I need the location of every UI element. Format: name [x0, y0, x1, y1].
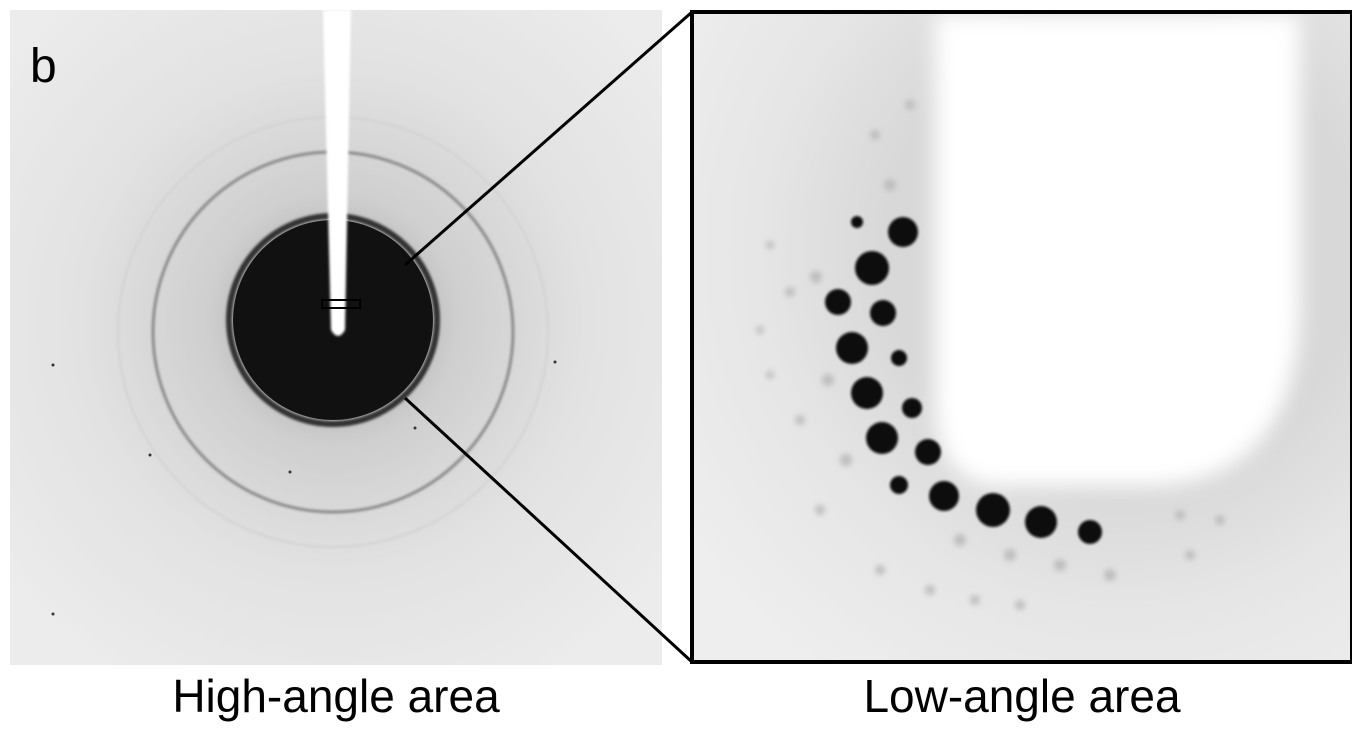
figure: b High-angle area Low-angle area: [0, 0, 1352, 724]
page: b High-angle area Low-angle area (() => …: [0, 0, 1352, 724]
high-angle-image: [10, 10, 662, 665]
panel-label: b: [30, 40, 57, 93]
low-angle-image: [692, 12, 1352, 662]
caption: Low-angle area: [863, 670, 1181, 722]
caption: High-angle area: [172, 670, 500, 722]
